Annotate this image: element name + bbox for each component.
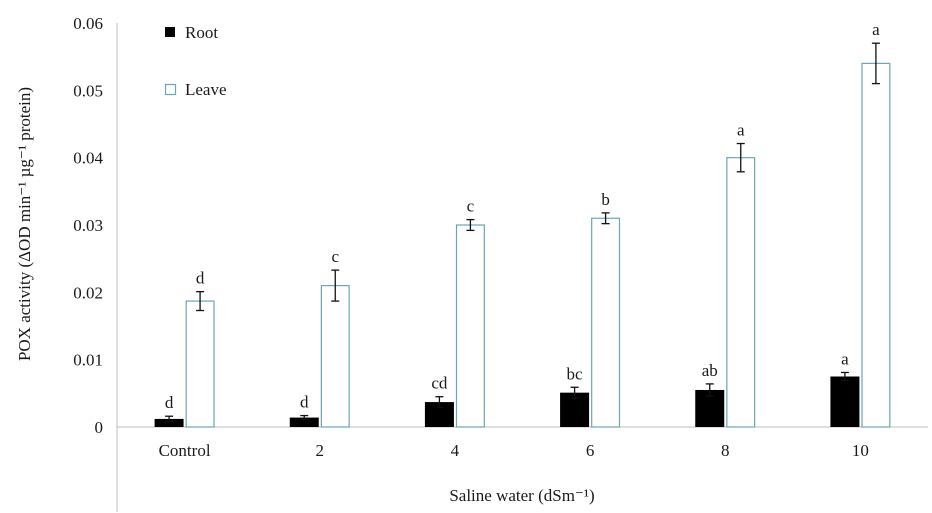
y-tick-label: 0.02	[73, 283, 103, 302]
bar-root	[289, 417, 319, 427]
legend: Root Leave	[164, 23, 227, 99]
significance-letter-leave: d	[196, 269, 205, 288]
significance-letter-leave: c	[331, 247, 339, 266]
y-tick-label: 0.03	[73, 216, 103, 235]
x-axis-ticks: Control 2 4 6 8 10	[159, 441, 869, 460]
bar-root	[154, 418, 184, 427]
y-axis-ticks: 0 0.01 0.02 0.03 0.04 0.05 0.06	[73, 14, 103, 437]
y-axis-title: POX activity (ΔOD min⁻¹ µg⁻¹ protein)	[15, 87, 34, 361]
y-tick-label: 0.06	[73, 14, 103, 33]
bar-leave	[455, 224, 485, 428]
y-tick-label: 0.05	[73, 81, 103, 100]
significance-letter-root: d	[165, 393, 174, 412]
y-tick-label: 0	[95, 418, 104, 437]
significance-letter-root: bc	[567, 364, 584, 383]
legend-swatch-root	[165, 27, 175, 37]
bar-root	[830, 376, 860, 427]
bars: d d d c cd c bc b ab a a a	[154, 20, 891, 428]
y-tick-label: 0.01	[73, 351, 103, 370]
x-tick-label: 8	[721, 441, 730, 460]
significance-letter-leave: b	[601, 190, 610, 209]
significance-letter-leave: c	[467, 197, 475, 216]
x-tick-label: Control	[159, 441, 211, 460]
significance-letter-root: ab	[702, 361, 718, 380]
x-axis-title: Saline water (dSm⁻¹)	[449, 486, 594, 505]
y-tick-label: 0.04	[73, 149, 103, 168]
significance-letter-root: d	[300, 393, 309, 412]
x-tick-label: 4	[451, 441, 460, 460]
legend-label-root: Root	[185, 23, 218, 42]
x-tick-label: 2	[316, 441, 325, 460]
legend-swatch-leave	[164, 83, 177, 96]
bar-leave	[591, 217, 621, 428]
x-tick-label: 10	[852, 441, 869, 460]
x-tick-label: 6	[586, 441, 595, 460]
significance-letter-root: a	[841, 349, 849, 368]
significance-letter-leave: a	[737, 121, 745, 140]
bar-leave	[861, 62, 891, 428]
significance-letter-root: cd	[431, 374, 448, 393]
legend-label-leave: Leave	[185, 80, 227, 99]
bar-leave	[185, 300, 215, 428]
significance-letter-leave: a	[872, 20, 880, 39]
bar-leave	[320, 285, 350, 428]
bar-leave	[726, 157, 756, 428]
